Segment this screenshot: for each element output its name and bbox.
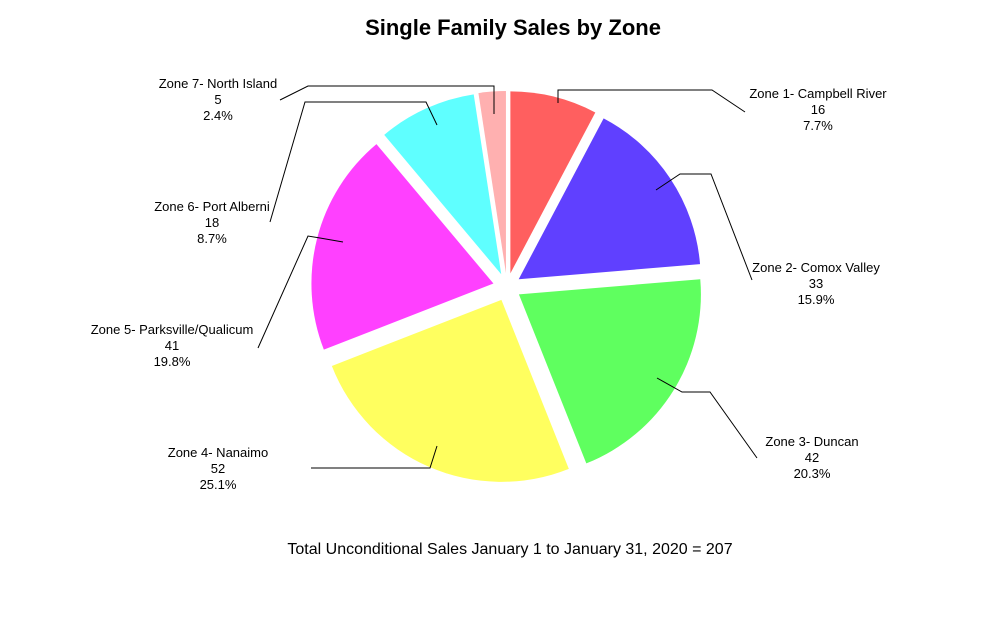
slice-label-value: 33 bbox=[809, 276, 823, 291]
slice-label-zone-7: Zone 7- North Island 5 2.4% bbox=[159, 76, 278, 123]
slice-label-name: Zone 2- Comox Valley bbox=[752, 260, 880, 275]
slice-label-value: 5 bbox=[214, 92, 221, 107]
leader-line-zone-6 bbox=[269, 101, 438, 223]
slice-label-zone-2: Zone 2- Comox Valley 33 15.9% bbox=[752, 260, 880, 307]
leader-line-zone-3 bbox=[656, 377, 758, 459]
pie-slice-zone-6 bbox=[384, 94, 502, 275]
pie-slice-zone-1 bbox=[510, 91, 596, 274]
chart-title: Single Family Sales by Zone bbox=[365, 15, 661, 40]
slice-label-zone-6: Zone 6- Port Alberni 18 8.7% bbox=[154, 199, 270, 246]
slice-label-percent: 8.7% bbox=[197, 231, 227, 246]
slice-label-zone-1: Zone 1- Campbell River 16 7.7% bbox=[749, 86, 887, 133]
slice-label-name: Zone 3- Duncan bbox=[765, 434, 858, 449]
leader-line-zone-5 bbox=[257, 235, 344, 349]
leader-line-zone-1 bbox=[557, 89, 746, 113]
slice-label-percent: 7.7% bbox=[803, 118, 833, 133]
slice-label-zone-5: Zone 5- Parksville/Qualicum 41 19.8% bbox=[91, 322, 254, 369]
slice-label-name: Zone 4- Nanaimo bbox=[168, 445, 268, 460]
leader-line-zone-4 bbox=[311, 445, 438, 469]
leader-line-zone-7 bbox=[279, 85, 495, 114]
leader-line-zone-2 bbox=[655, 173, 753, 281]
slice-label-zone-4: Zone 4- Nanaimo 52 25.1% bbox=[168, 445, 268, 492]
slice-label-name: Zone 7- North Island bbox=[159, 76, 278, 91]
slice-label-zone-3: Zone 3- Duncan 42 20.3% bbox=[765, 434, 858, 481]
slice-label-value: 42 bbox=[805, 450, 819, 465]
pie-slice-zone-4 bbox=[331, 299, 569, 482]
total-sales-footnote: Total Unconditional Sales January 1 to J… bbox=[287, 541, 732, 558]
slice-label-name: Zone 5- Parksville/Qualicum bbox=[91, 322, 254, 337]
slice-label-name: Zone 1- Campbell River bbox=[749, 86, 887, 101]
pie-slice-zone-7 bbox=[478, 91, 506, 274]
pie-slice-zone-2 bbox=[518, 118, 701, 280]
slice-labels: Zone 1- Campbell River 16 7.7% Zone 2- Como… bbox=[91, 76, 888, 492]
slice-label-percent: 25.1% bbox=[200, 477, 237, 492]
leader-lines bbox=[257, 85, 758, 469]
slice-label-value: 52 bbox=[211, 461, 225, 476]
pie-slices bbox=[311, 91, 701, 482]
slice-label-percent: 2.4% bbox=[203, 108, 233, 123]
pie-slice-zone-5 bbox=[311, 144, 494, 350]
slice-label-value: 18 bbox=[205, 215, 219, 230]
slice-label-percent: 19.8% bbox=[154, 354, 191, 369]
slice-label-percent: 15.9% bbox=[798, 292, 835, 307]
slice-label-value: 16 bbox=[811, 102, 825, 117]
pie-slice-zone-3 bbox=[518, 279, 701, 464]
slice-label-percent: 20.3% bbox=[794, 466, 831, 481]
slice-label-value: 41 bbox=[165, 338, 179, 353]
slice-label-name: Zone 6- Port Alberni bbox=[154, 199, 270, 214]
